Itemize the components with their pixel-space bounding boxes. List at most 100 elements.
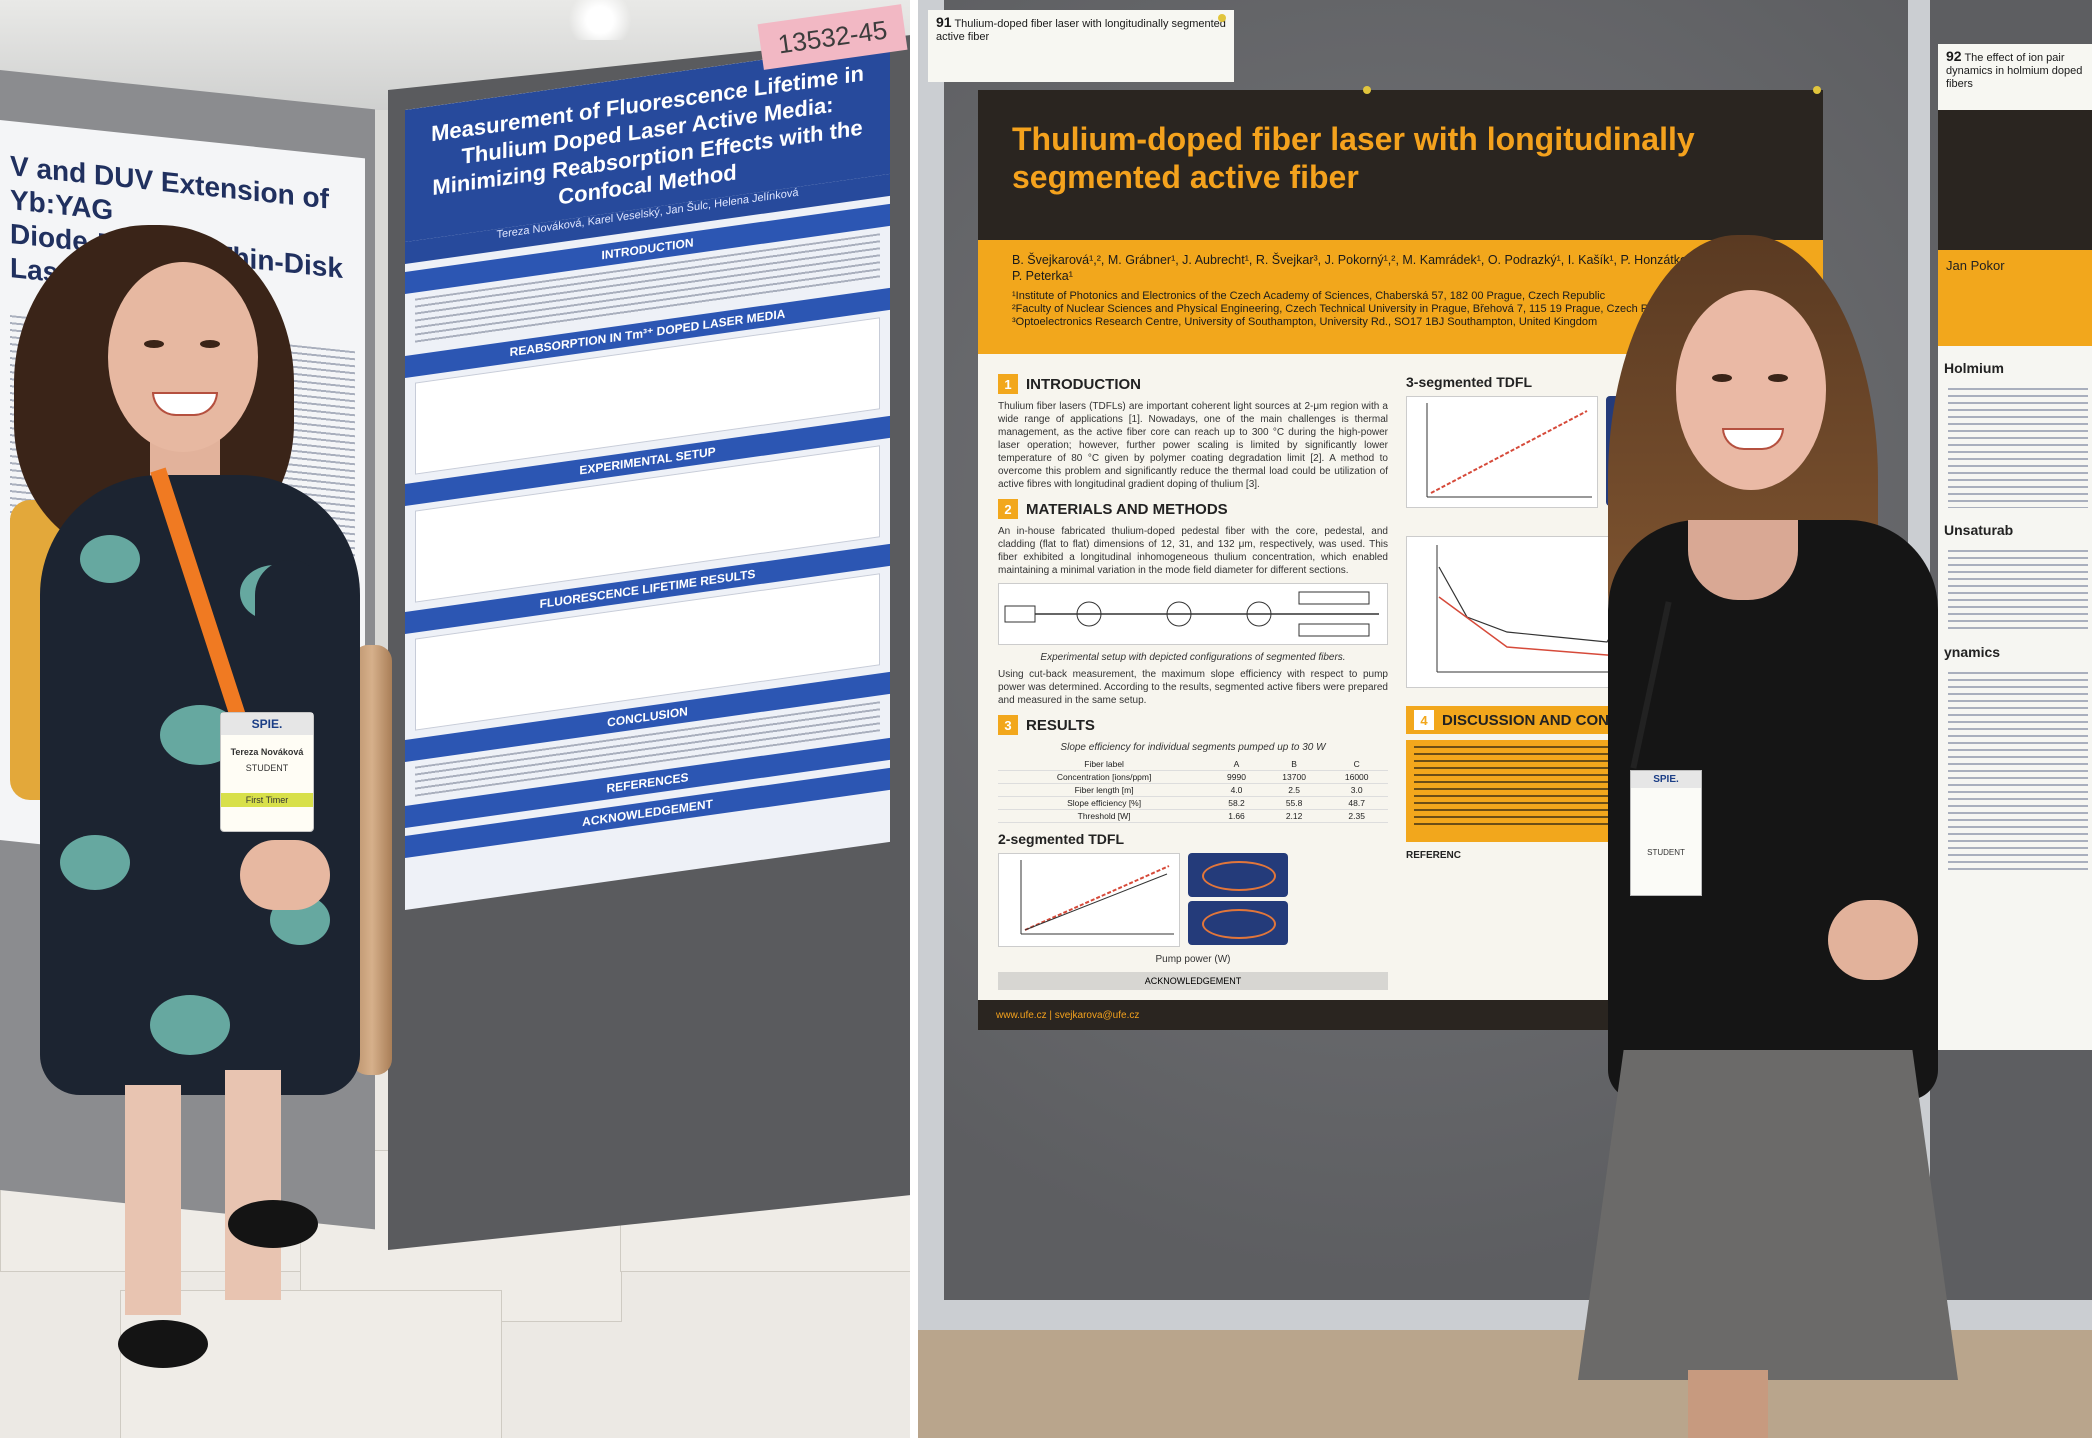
table-cell: 13700 xyxy=(1262,770,1326,784)
poster-main: Measurement of Fluorescence Lifetime in … xyxy=(405,41,890,910)
section-heading: 1 INTRODUCTION xyxy=(998,374,1388,394)
two-segment-plot xyxy=(998,853,1180,947)
fiber-image xyxy=(1188,853,1288,897)
references-heading: REFERENC xyxy=(1406,850,1462,861)
poster-authors: B. Švejkarová¹,², M. Grábner¹, J. Aubrec… xyxy=(1012,253,1788,283)
table-cell: 9990 xyxy=(1210,770,1263,784)
three-segment-heading: 3-segmented TDFL xyxy=(1406,374,1533,390)
ceiling-light xyxy=(560,0,640,40)
table-cell: 16000 xyxy=(1325,770,1388,784)
poster-number: 91 xyxy=(936,14,952,30)
pin xyxy=(1363,86,1371,94)
table-cell: Fiber length [m] xyxy=(998,783,1211,797)
poster-number-tag-title: Thulium-doped fiber laser with longitudi… xyxy=(936,18,1226,43)
poster-title: Thulium-doped fiber laser with longitudi… xyxy=(978,90,1823,240)
section-number: 4 xyxy=(1414,710,1434,730)
shoe xyxy=(228,1200,318,1248)
table-cell: 2.35 xyxy=(1325,809,1388,823)
two-segment-figure xyxy=(998,853,1388,953)
person-left-face xyxy=(108,262,258,452)
person-right-face xyxy=(1676,290,1826,490)
person-right-leg xyxy=(1688,1370,1768,1438)
table-cell: 48.7 xyxy=(1325,796,1388,810)
section-number: 2 xyxy=(998,499,1018,519)
results-table: Fiber label A B C Concentration [ions/pp… xyxy=(998,758,1388,823)
section-title: INTRODUCTION xyxy=(1026,375,1141,393)
left-photo: V and DUV Extension of Yb:YAG Diode-Pump… xyxy=(0,0,910,1438)
eye xyxy=(1768,374,1788,382)
table-header-cell: A xyxy=(1210,758,1263,771)
three-segment-plot-svg xyxy=(1426,403,1592,498)
neighbor-poster: Jan Pokor Holmium Unsaturab ynamics xyxy=(1938,110,2092,1050)
three-segment-plot xyxy=(1406,396,1598,508)
pin xyxy=(1218,14,1226,22)
table-cell: 4.0 xyxy=(1210,783,1263,797)
flower-print xyxy=(150,995,230,1055)
poster-affiliation: ¹Institute of Photonics and Electronics … xyxy=(1012,290,1606,302)
table-cell: 58.2 xyxy=(1210,796,1263,810)
smile xyxy=(152,392,218,416)
badge-org: SPIE. xyxy=(221,713,313,735)
table-cell: Threshold [W] xyxy=(998,809,1211,823)
section-number: 3 xyxy=(998,715,1018,735)
person-left-leg xyxy=(225,1070,281,1300)
flower-print xyxy=(60,835,130,890)
pin xyxy=(1813,86,1821,94)
two-segment-heading: 2-segmented TDFL xyxy=(998,831,1125,847)
floor-tile xyxy=(120,1290,502,1438)
introduction-text: Thulium fiber lasers (TDFLs) are importa… xyxy=(998,401,1388,490)
poster-left-column: 1 INTRODUCTION Thulium fiber lasers (TDF… xyxy=(998,366,1388,990)
table-cell: 2.5 xyxy=(1262,783,1326,797)
table-row: Concentration [ions/ppm] 9990 13700 1600… xyxy=(998,770,1388,784)
poster-text-block xyxy=(1948,388,2088,508)
shoe xyxy=(118,1320,208,1368)
poster-number-tag: 91 Thulium-doped fiber laser with longit… xyxy=(928,10,1234,82)
table-cell: Concentration [ions/ppm] xyxy=(998,770,1211,784)
neighbor-poster-author: Jan Pokor xyxy=(1938,250,2092,346)
table-cell: 1.66 xyxy=(1210,809,1263,823)
person-left-leg xyxy=(125,1085,181,1315)
section-number: 1 xyxy=(998,374,1018,394)
table-cell: 3.0 xyxy=(1325,783,1388,797)
methods-text: An in-house fabricated thulium-doped ped… xyxy=(998,526,1388,576)
table-row: Slope efficiency [%] 58.2 55.8 48.7 xyxy=(998,796,1388,810)
methods-text-2: Using cut-back measurement, the maximum … xyxy=(998,669,1388,706)
person-left-hands xyxy=(240,840,330,910)
setup-diagram-svg xyxy=(1004,591,1379,637)
neighbor-poster-number: 92 xyxy=(1946,48,1962,64)
table-caption: Slope efficiency for individual segments… xyxy=(1060,742,1326,753)
neighbor-section: ynamics xyxy=(1944,644,2001,660)
table-cell: Slope efficiency [%] xyxy=(998,796,1211,810)
section-heading: 2 MATERIALS AND METHODS xyxy=(998,499,1388,519)
table-cell: 2.12 xyxy=(1262,809,1326,823)
section-title: MATERIALS AND METHODS xyxy=(1026,500,1228,518)
badge-role: STUDENT xyxy=(1647,848,1685,857)
flower-print xyxy=(80,535,140,583)
eye xyxy=(1712,374,1732,382)
neighbor-section: Holmium xyxy=(1944,360,2004,376)
smile xyxy=(1722,428,1784,450)
board-frame xyxy=(918,0,944,1330)
table-row: Fiber length [m] 4.0 2.5 3.0 xyxy=(998,783,1388,797)
eye xyxy=(200,340,220,348)
name-badge: SPIE. Tereza Nováková STUDENT First Time… xyxy=(220,712,314,832)
fiber-ring xyxy=(1202,861,1276,891)
table-cell: 55.8 xyxy=(1262,796,1326,810)
badge-role: STUDENT xyxy=(245,763,289,773)
table-header-row: Fiber label A B C xyxy=(998,758,1388,771)
setup-caption: Experimental setup with depicted configu… xyxy=(1040,652,1346,663)
name-badge: SPIE. STUDENT xyxy=(1630,770,1702,896)
person-right-skirt xyxy=(1578,1050,1958,1380)
fiber-ring xyxy=(1202,909,1276,939)
poster-affiliation: ²Faculty of Nuclear Sciences and Physica… xyxy=(1012,303,1684,315)
two-segment-xlabel: Pump power (W) xyxy=(1155,954,1231,965)
two-segment-plot-svg xyxy=(1020,860,1174,935)
section-title: RESULTS xyxy=(1026,716,1095,734)
badge-name: Tereza Nováková xyxy=(230,747,304,757)
acknowledgement-heading: ACKNOWLEDGEMENT xyxy=(998,972,1388,990)
setup-diagram xyxy=(998,583,1388,645)
badge-org: SPIE. xyxy=(1631,771,1701,788)
section-heading: 3 RESULTS xyxy=(998,715,1388,735)
badge-footer: First Timer xyxy=(221,793,313,807)
poster-affiliation: ³Optoelectronics Research Centre, Univer… xyxy=(1012,316,1598,328)
